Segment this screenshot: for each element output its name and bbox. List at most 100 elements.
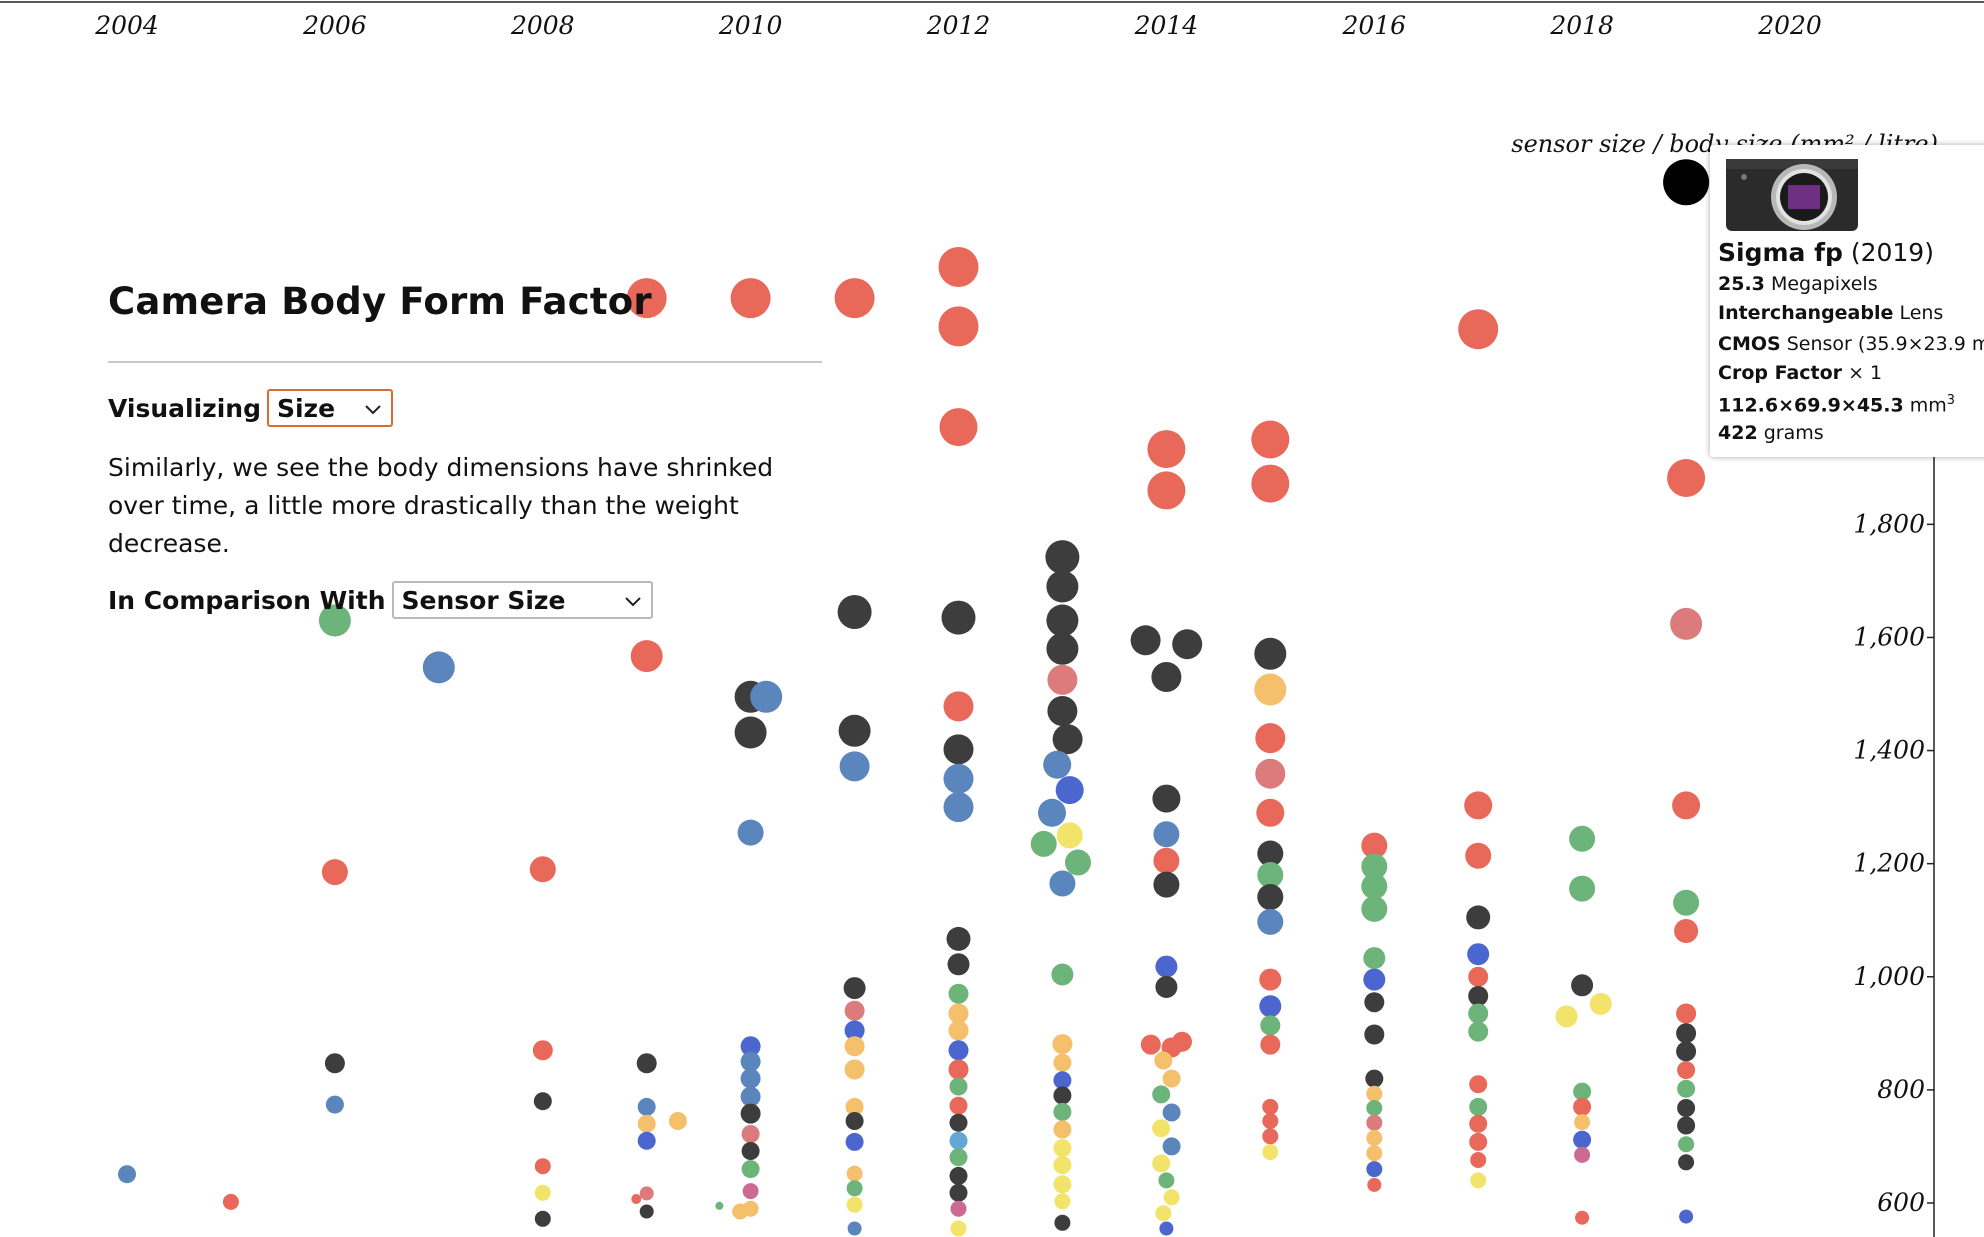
camera-point[interactable] — [837, 595, 872, 629]
camera-point[interactable] — [1254, 673, 1287, 706]
camera-point[interactable] — [1158, 1172, 1175, 1189]
camera-point[interactable] — [947, 953, 970, 976]
camera-point[interactable] — [939, 408, 978, 447]
camera-point[interactable] — [948, 1059, 969, 1080]
camera-point[interactable] — [1366, 1114, 1383, 1131]
camera-point[interactable] — [948, 1020, 969, 1041]
camera-point[interactable] — [1677, 1099, 1696, 1117]
camera-point[interactable] — [1257, 862, 1284, 888]
camera-point[interactable] — [1053, 1071, 1072, 1090]
camera-point[interactable] — [1130, 625, 1161, 656]
camera-point[interactable] — [846, 1180, 863, 1197]
camera-point[interactable] — [1367, 1177, 1382, 1192]
camera-point[interactable] — [1672, 791, 1701, 820]
camera-point[interactable] — [1674, 919, 1699, 943]
camera-point[interactable] — [1361, 895, 1388, 922]
camera-point[interactable] — [1361, 853, 1388, 880]
camera-point[interactable] — [949, 1096, 968, 1115]
camera-point[interactable] — [1049, 870, 1076, 897]
camera-point[interactable] — [1670, 607, 1703, 640]
camera-point[interactable] — [1678, 1136, 1695, 1153]
camera-point[interactable] — [1465, 842, 1492, 869]
camera-point[interactable] — [1251, 420, 1290, 459]
camera-point[interactable] — [943, 763, 974, 794]
camera-point[interactable] — [1470, 1152, 1487, 1168]
camera-point[interactable] — [118, 1165, 136, 1184]
camera-point[interactable] — [844, 1020, 865, 1041]
camera-point[interactable] — [1466, 905, 1491, 930]
camera-point[interactable] — [1366, 1130, 1383, 1146]
camera-point[interactable] — [740, 1051, 761, 1072]
camera-point[interactable] — [1153, 847, 1180, 874]
camera-point[interactable] — [1155, 976, 1178, 998]
camera-point[interactable] — [1364, 992, 1385, 1013]
camera-point[interactable] — [422, 651, 455, 684]
camera-point[interactable] — [839, 751, 870, 782]
camera-point[interactable] — [732, 1203, 749, 1220]
camera-point[interactable] — [1045, 540, 1080, 575]
camera-point[interactable] — [1676, 1023, 1697, 1044]
camera-point[interactable] — [1053, 1120, 1072, 1139]
camera-point[interactable] — [1152, 1119, 1171, 1138]
camera-point[interactable] — [938, 306, 979, 347]
camera-point[interactable] — [838, 714, 871, 747]
camera-point[interactable] — [844, 1036, 865, 1057]
camera-point[interactable] — [948, 983, 969, 1004]
camera-point[interactable] — [1589, 992, 1612, 1015]
camera-point[interactable] — [1046, 570, 1079, 603]
camera-point[interactable] — [843, 977, 866, 1000]
camera-point[interactable] — [1163, 1189, 1180, 1206]
camera-point[interactable] — [1467, 943, 1490, 966]
camera-point[interactable] — [1573, 1082, 1592, 1101]
camera-point[interactable] — [1255, 758, 1286, 789]
camera-point[interactable] — [1259, 968, 1282, 991]
camera-point[interactable] — [949, 1077, 968, 1096]
camera-point[interactable] — [737, 819, 764, 846]
camera-point[interactable] — [846, 1165, 863, 1182]
camera-point[interactable] — [1468, 966, 1489, 987]
camera-point[interactable] — [844, 1000, 865, 1021]
camera-point[interactable] — [533, 1092, 552, 1111]
camera-point[interactable] — [1053, 1086, 1072, 1105]
camera-point[interactable] — [1366, 1145, 1383, 1162]
camera-point[interactable] — [1152, 1154, 1171, 1173]
camera-point[interactable] — [1361, 873, 1388, 900]
camera-point[interactable] — [1569, 875, 1596, 902]
camera-point[interactable] — [1052, 1034, 1073, 1055]
camera-point[interactable] — [1172, 1031, 1192, 1052]
camera-point[interactable] — [1260, 1034, 1281, 1055]
camera-point[interactable] — [1262, 1128, 1279, 1145]
camera-point[interactable] — [1469, 1097, 1488, 1116]
camera-point[interactable] — [1254, 637, 1287, 670]
camera-point[interactable] — [1256, 798, 1285, 827]
camera-point[interactable] — [1366, 1085, 1383, 1102]
camera-point[interactable] — [1260, 1015, 1281, 1036]
camera-point[interactable] — [1259, 995, 1282, 1018]
camera-point[interactable] — [1053, 1139, 1072, 1158]
camera-point[interactable] — [1154, 1051, 1173, 1070]
camera-point[interactable] — [1679, 1209, 1694, 1224]
camera-point[interactable] — [1262, 1144, 1279, 1161]
camera-point[interactable] — [1468, 1003, 1489, 1024]
camera-point[interactable] — [1262, 1098, 1279, 1115]
camera-point[interactable] — [1155, 955, 1178, 978]
camera-point[interactable] — [941, 600, 976, 635]
camera-point[interactable] — [1458, 309, 1499, 350]
camera-point[interactable] — [1140, 1034, 1161, 1055]
camera-point[interactable] — [1470, 1172, 1487, 1189]
camera-point[interactable] — [750, 680, 783, 713]
camera-point[interactable] — [1676, 1003, 1697, 1024]
camera-point[interactable] — [1055, 776, 1084, 805]
camera-point[interactable] — [1155, 1205, 1172, 1222]
camera-point[interactable] — [639, 1186, 654, 1201]
camera-point[interactable] — [324, 1053, 345, 1074]
camera-point[interactable] — [626, 278, 667, 319]
camera-point[interactable] — [1065, 849, 1091, 876]
camera-point[interactable] — [740, 1103, 761, 1124]
camera-point[interactable] — [534, 1210, 551, 1227]
camera-point[interactable] — [1047, 664, 1078, 695]
camera-point[interactable] — [1162, 1103, 1181, 1122]
camera-point[interactable] — [948, 1003, 969, 1024]
camera-point[interactable] — [949, 1131, 968, 1150]
camera-point[interactable] — [1257, 908, 1284, 935]
